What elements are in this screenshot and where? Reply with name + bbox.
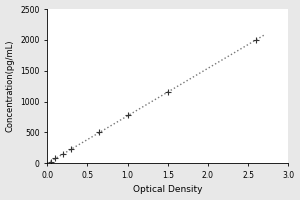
Point	[165, 91, 170, 94]
Y-axis label: Concentration(pg/mL): Concentration(pg/mL)	[6, 40, 15, 132]
Point	[49, 160, 53, 163]
Point	[61, 152, 66, 156]
Point	[254, 38, 259, 41]
Point	[125, 114, 130, 117]
Point	[53, 157, 58, 160]
X-axis label: Optical Density: Optical Density	[133, 185, 202, 194]
Point	[69, 147, 74, 151]
Point	[97, 131, 102, 134]
